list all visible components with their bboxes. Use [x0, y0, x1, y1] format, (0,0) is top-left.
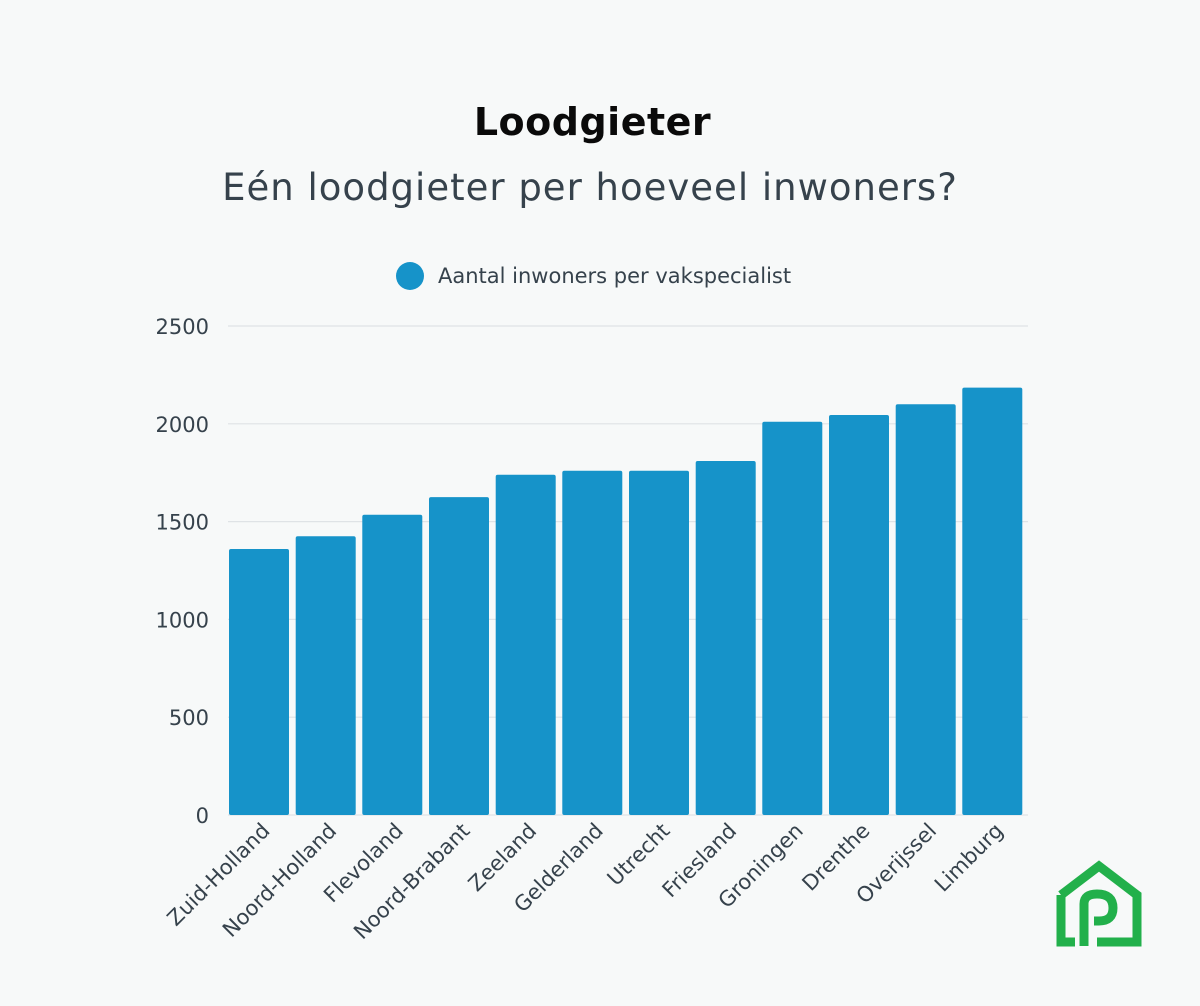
bar-limburg [962, 387, 1023, 815]
bar-utrecht [629, 470, 689, 815]
bar-overijssel [895, 404, 956, 815]
y-tick-label: 2500 [156, 315, 209, 339]
bar-groningen [762, 421, 823, 815]
y-tick-label: 2000 [156, 413, 209, 437]
x-axis-labels: Zuid-HollandNoord-HollandFlevolandNoord-… [163, 819, 1008, 945]
y-tick-label: 500 [169, 706, 209, 730]
chart-subtitle: Eén loodgieter per hoeveel inwoners? [222, 166, 958, 209]
legend-label: Aantal inwoners per vakspecialist [438, 264, 792, 288]
bar-friesland [695, 461, 756, 815]
bar-zeeland [495, 474, 556, 815]
y-tick-label: 1500 [156, 511, 209, 535]
x-tick-label: Noord-Holland [218, 819, 341, 942]
bars [229, 387, 1023, 815]
grid-lines [228, 325, 1028, 816]
y-tick-label: 1000 [156, 608, 209, 632]
x-tick-label: Limburg [930, 819, 1008, 897]
legend: Aantal inwoners per vakspecialist [396, 260, 791, 292]
chart-title: Loodgieter [473, 100, 712, 144]
bar-gelderland [562, 470, 623, 815]
bar-noord-holland [295, 536, 356, 815]
bar-flevoland [362, 514, 423, 815]
bar-zuid-holland [229, 549, 289, 815]
bar-drenthe [829, 415, 889, 815]
y-axis-ticks: 0 500 1000 1500 2000 2500 [156, 315, 209, 828]
y-tick-label: 0 [196, 804, 209, 828]
x-tick-label: Noord-Brabant [349, 819, 475, 945]
bar-noord-brabant [429, 497, 489, 815]
legend-swatch [396, 262, 424, 290]
house-logo-icon [1056, 860, 1142, 947]
